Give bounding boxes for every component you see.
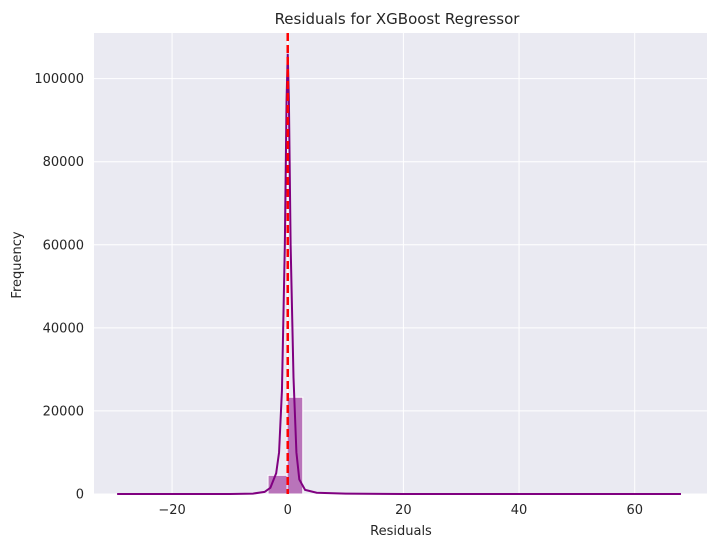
y-tick-label: 100000 — [34, 72, 84, 87]
chart-title: Residuals for XGBoost Regressor — [275, 10, 521, 28]
y-tick-label: 80000 — [43, 155, 84, 170]
x-tick-label: 0 — [284, 503, 292, 518]
x-tick-label: 60 — [626, 503, 643, 518]
y-axis-label: Frequency — [10, 231, 25, 298]
x-axis-ticks: −20 0 20 40 60 — [158, 503, 643, 518]
y-tick-label: 0 — [76, 488, 84, 503]
x-axis-label: Residuals — [370, 524, 432, 539]
kde-curve — [117, 53, 681, 495]
x-tick-label: −20 — [158, 503, 185, 518]
y-tick-label: 40000 — [43, 321, 84, 336]
x-tick-label: 40 — [511, 503, 528, 518]
y-tick-label: 60000 — [43, 238, 84, 253]
plot-background — [94, 33, 707, 494]
x-tick-label: 20 — [395, 503, 412, 518]
y-axis-ticks: 0 20000 40000 60000 80000 100000 — [34, 72, 84, 502]
y-tick-label: 20000 — [43, 404, 84, 419]
